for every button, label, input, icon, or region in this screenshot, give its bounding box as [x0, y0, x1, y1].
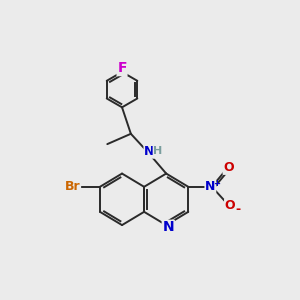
Text: N: N [205, 180, 215, 193]
Text: N: N [144, 145, 154, 158]
Text: O: O [225, 200, 236, 212]
Text: Br: Br [65, 180, 80, 193]
Text: F: F [117, 61, 127, 75]
Text: -: - [235, 203, 240, 216]
Text: +: + [213, 179, 220, 188]
Text: N: N [162, 220, 174, 234]
Text: O: O [223, 161, 234, 174]
Text: H: H [153, 146, 163, 156]
